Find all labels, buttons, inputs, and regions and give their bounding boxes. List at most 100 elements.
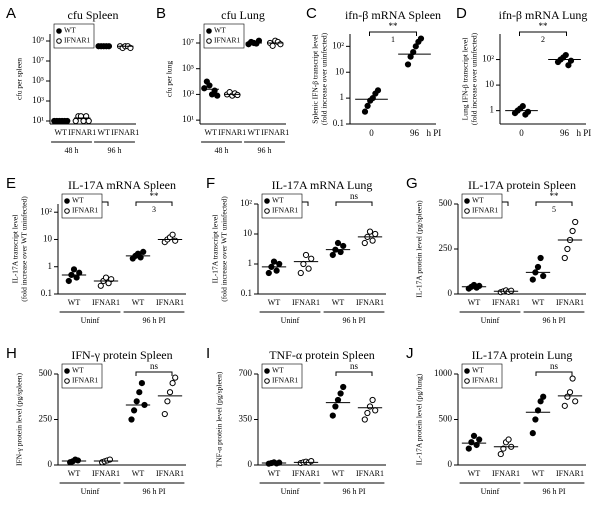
legend-marker <box>206 28 212 34</box>
data-point <box>128 416 135 423</box>
y-tick-label: 0 <box>448 288 453 298</box>
data-point <box>540 393 547 400</box>
significance-label: ** <box>539 21 549 31</box>
significance-label: ** <box>389 21 399 31</box>
data-point <box>337 248 344 256</box>
legend-box <box>61 363 103 389</box>
group-label: 96 h PI <box>342 487 365 496</box>
data-point <box>329 412 336 419</box>
data-point <box>269 42 276 49</box>
data-point <box>470 432 478 439</box>
x-tick-label: IFNAR1 <box>111 128 139 137</box>
x-tick-label: WT <box>98 128 111 137</box>
legend-label: IFNAR1 <box>72 206 99 215</box>
data-point <box>374 87 382 94</box>
x-tick-label: IFNAR1 <box>218 128 246 137</box>
y-axis-label: cfu per lung <box>165 61 174 97</box>
group-label: 48 h <box>65 146 79 155</box>
y-tick-label: 500 <box>39 368 53 378</box>
data-point <box>369 237 376 244</box>
x-tick-label: IFNAR1 <box>292 298 320 307</box>
y-tick-label: 10 <box>243 228 253 238</box>
data-point <box>361 239 368 247</box>
group-label: Uninf <box>81 487 100 496</box>
group-label: Uninf <box>281 487 300 496</box>
x-tick-label: IFNAR1 <box>356 298 384 307</box>
significance-bracket <box>519 31 567 36</box>
data-point <box>364 409 371 417</box>
legend-marker <box>264 208 270 214</box>
significance-bracket <box>335 201 373 206</box>
group-label: 96 h <box>108 146 122 155</box>
data-point <box>505 436 512 443</box>
legend-marker <box>64 208 70 214</box>
legend-label: WT <box>272 366 284 375</box>
y-axis-label: TNF-α protein level (pg/spleen) <box>215 371 224 467</box>
data-point <box>302 251 310 259</box>
x-tick-label: WT <box>532 298 545 307</box>
x-tick-label: 96 <box>560 128 570 138</box>
x-tick-label: WT <box>268 298 281 307</box>
x-tick-label: WT <box>205 128 218 137</box>
y-tick-label: 250 <box>39 414 53 424</box>
data-point <box>270 258 278 265</box>
significance-label: ns <box>550 361 559 371</box>
y-tick-label: 0 <box>248 459 253 469</box>
data-point <box>273 267 280 274</box>
x-tick-label: IFNAR1 <box>92 469 120 478</box>
significance-label: ns <box>150 361 159 371</box>
y-tick-label: 0 <box>448 459 453 469</box>
data-point <box>366 228 374 235</box>
data-point <box>473 441 480 449</box>
x-tick-label: WT <box>132 469 145 478</box>
y-tick-label: 10² <box>240 198 252 208</box>
bracket-note: 5 <box>552 205 556 214</box>
y-tick-label: 1 <box>340 92 345 102</box>
data-point <box>70 266 78 273</box>
data-point <box>164 398 171 405</box>
x-tick-label: IFNAR1 <box>292 469 320 478</box>
y-tick-label: 10⁷ <box>32 55 44 65</box>
data-point <box>337 390 344 397</box>
data-point <box>300 260 307 268</box>
y-tick-label: 1000 <box>434 368 453 378</box>
panel-letter: I <box>206 345 210 362</box>
data-point <box>276 260 283 268</box>
data-point <box>206 82 213 89</box>
y-tick-label: 10² <box>482 54 494 64</box>
data-point <box>532 416 539 423</box>
x-tick-label: IFNAR1 <box>261 128 289 137</box>
panel-letter: C <box>306 5 317 22</box>
data-point <box>265 269 272 277</box>
data-point <box>372 230 379 238</box>
data-point <box>340 383 347 391</box>
data-point <box>537 398 544 405</box>
data-point <box>297 269 304 277</box>
data-point <box>308 255 315 262</box>
data-point <box>468 439 475 446</box>
data-point <box>361 416 368 423</box>
data-point <box>329 251 336 259</box>
significance-bracket <box>135 371 173 376</box>
panel-title: cfu Lung <box>221 8 265 22</box>
x-unit: h PI <box>427 128 442 138</box>
y-axis-label: IL-17A transcript level <box>11 215 20 284</box>
legend-label: WT <box>72 196 84 205</box>
x-tick-label: 0 <box>369 128 374 138</box>
group-label: Uninf <box>281 316 300 325</box>
data-point <box>334 396 342 404</box>
data-point <box>417 35 425 42</box>
data-point <box>476 282 483 289</box>
bracket-note: 2 <box>541 35 545 44</box>
legend-box <box>61 193 103 219</box>
y-tick-label: 500 <box>439 414 453 424</box>
data-point <box>366 403 374 410</box>
y-tick-label: 0.1 <box>41 288 52 298</box>
legend-label: IFNAR1 <box>214 36 241 45</box>
legend-label: IFNAR1 <box>72 376 99 385</box>
data-point <box>508 287 515 294</box>
data-point <box>138 380 145 387</box>
x-tick-label: IFNAR1 <box>556 298 584 307</box>
panel-title: IL-17A protein Spleen <box>468 178 576 192</box>
data-point <box>166 389 174 396</box>
